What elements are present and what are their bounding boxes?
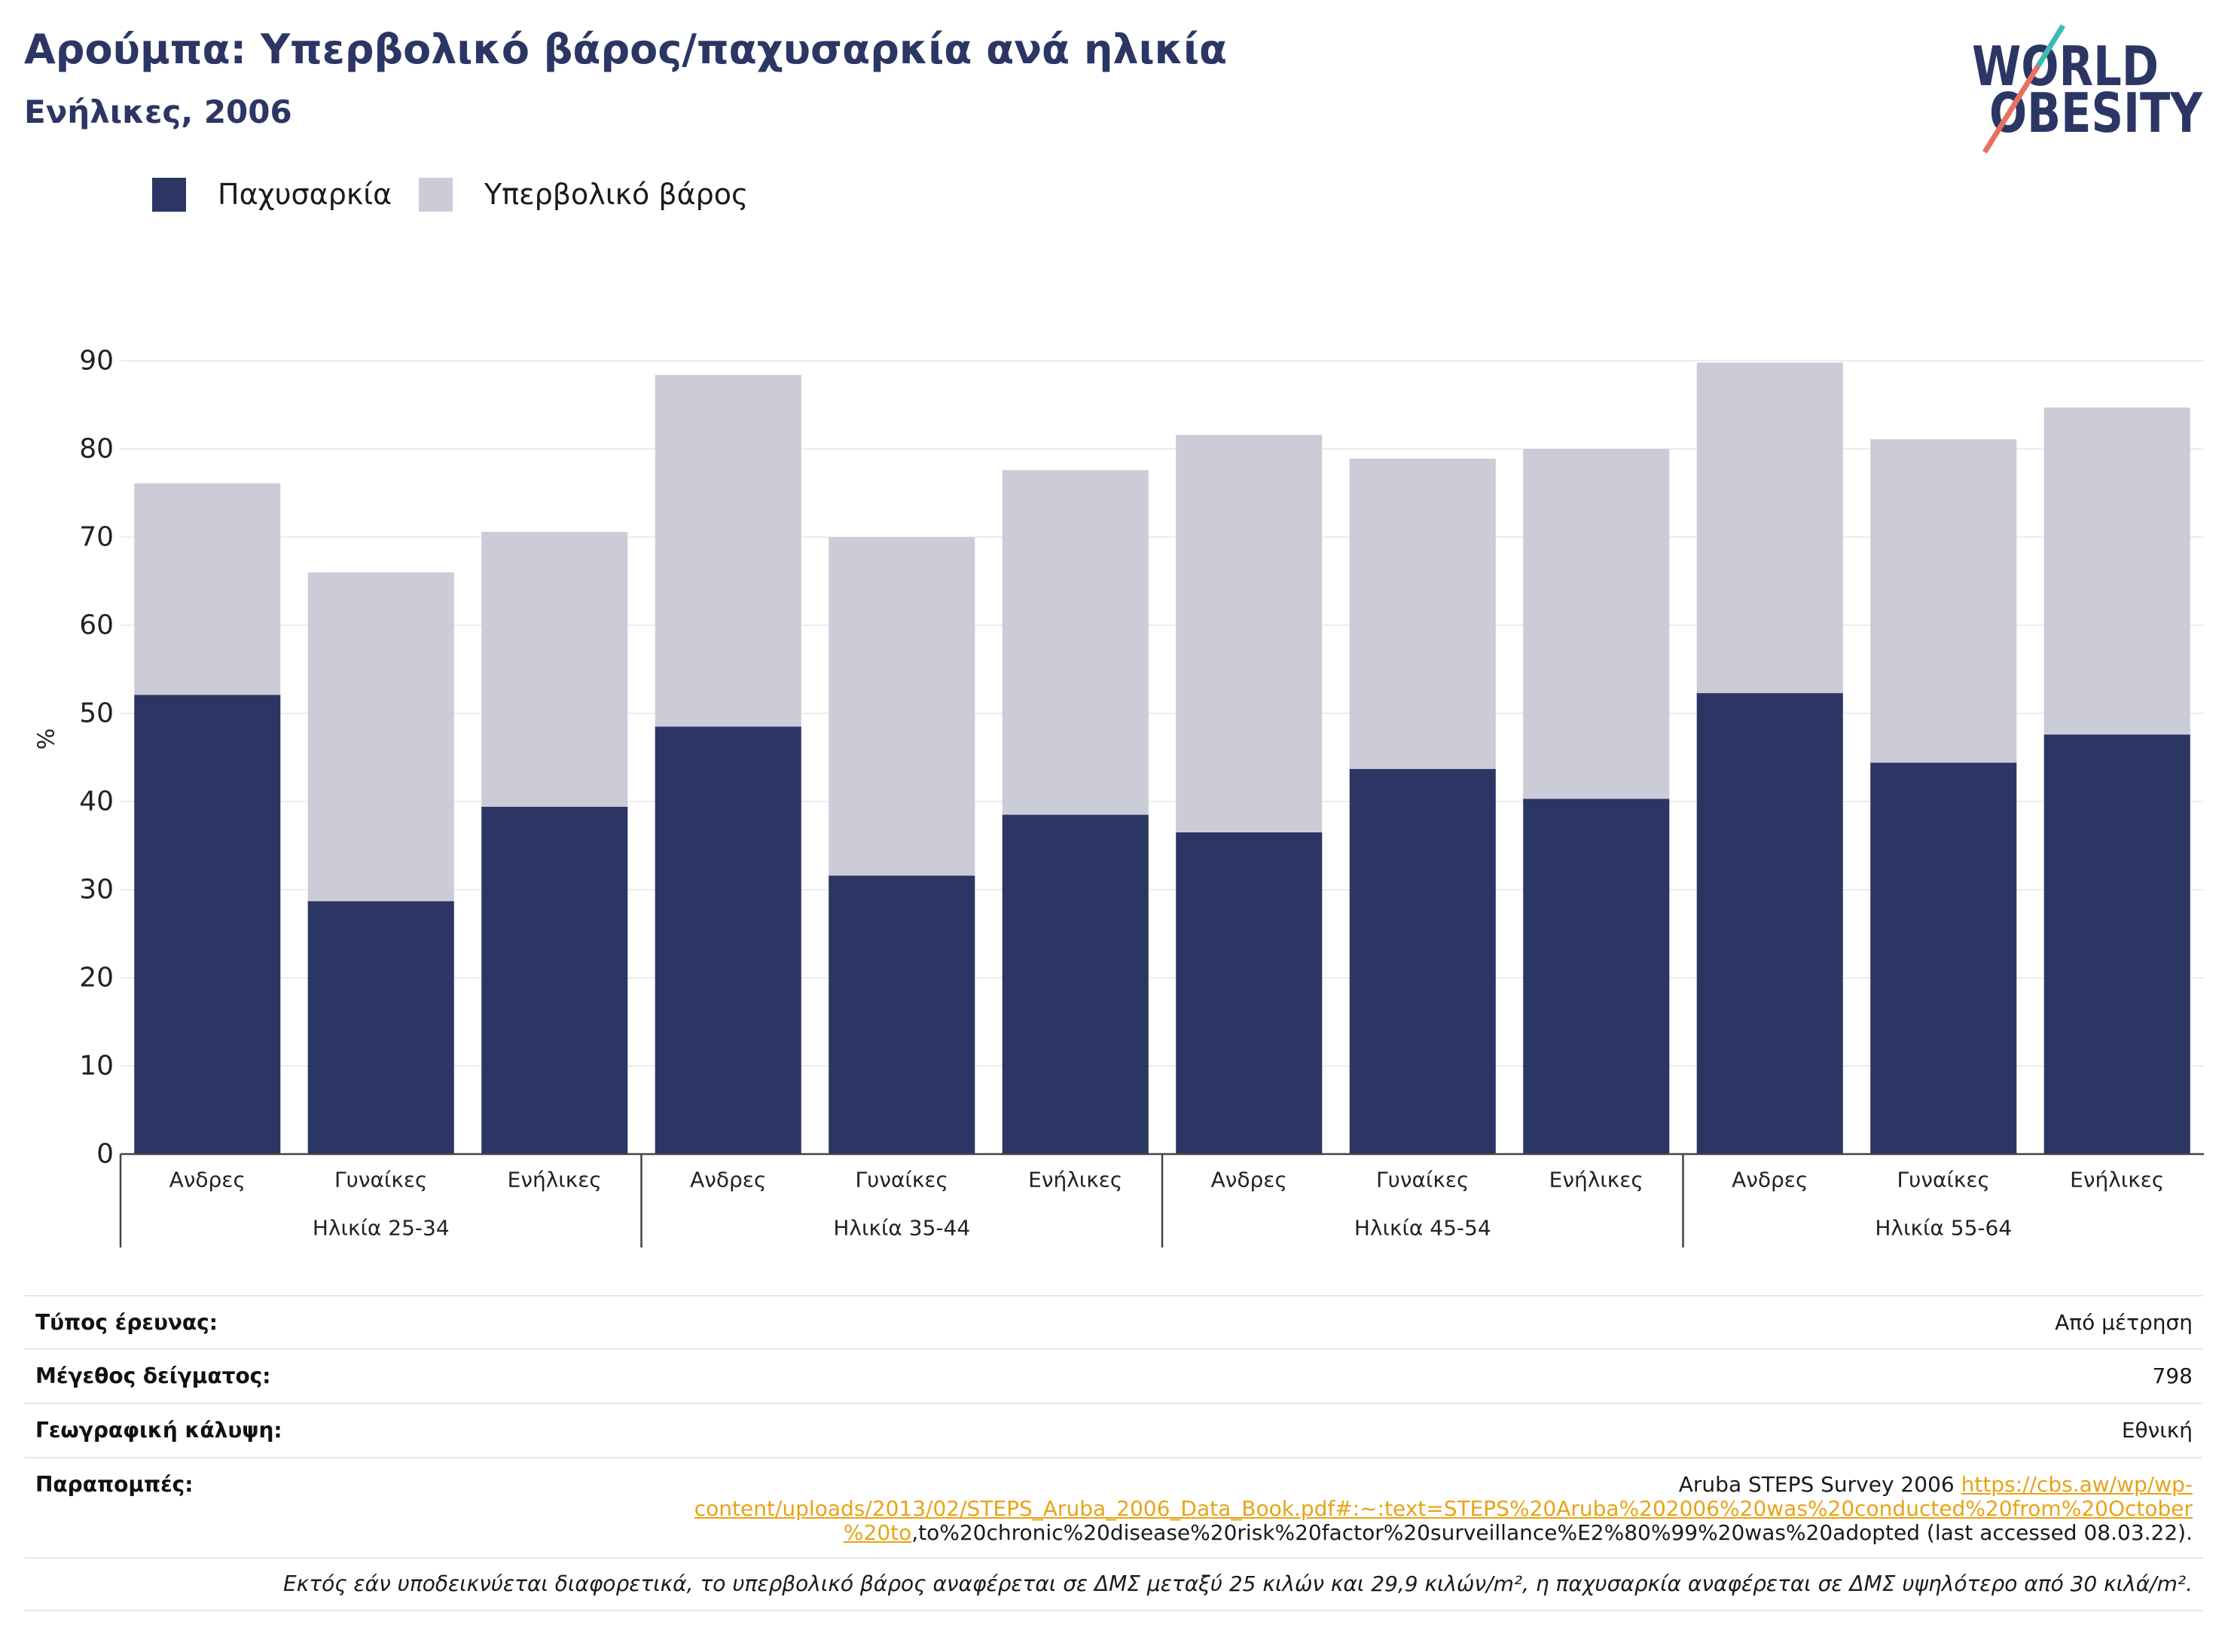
info-row-definition-note: Εκτός εάν υποδεικνύεται διαφορετικά, το … bbox=[24, 1559, 2202, 1611]
bar-overweight bbox=[1696, 362, 1843, 694]
y-tick-label: 90 bbox=[79, 346, 114, 377]
x-category-label: Γυναίκες bbox=[856, 1168, 948, 1192]
reference-link[interactable]: %20to bbox=[843, 1520, 912, 1545]
bar-overweight bbox=[134, 483, 281, 695]
x-group-label: Ηλικία 35-44 bbox=[833, 1216, 970, 1241]
bar-obesity bbox=[1696, 693, 1843, 1154]
references-label: Παραπομπές: bbox=[35, 1472, 194, 1497]
x-category-label: Ανδρες bbox=[169, 1168, 246, 1192]
world-obesity-logo: WORLD OBESITY bbox=[1972, 24, 2203, 154]
reference-source: Aruba STEPS Survey 2006 bbox=[1678, 1472, 1961, 1497]
info-row-sample-size: Μέγεθος δείγματος: 798 bbox=[24, 1350, 2202, 1404]
y-tick-label: 70 bbox=[79, 522, 114, 553]
legend-label-obesity: Παχυσαρκία bbox=[218, 178, 392, 211]
legend-swatch-obesity bbox=[152, 178, 186, 212]
sample-size-value: 798 bbox=[2152, 1363, 2193, 1388]
x-category-label: Γυναίκες bbox=[334, 1168, 427, 1192]
y-tick-label: 0 bbox=[96, 1139, 114, 1170]
bar-obesity bbox=[481, 807, 628, 1154]
y-tick-label: 10 bbox=[79, 1051, 114, 1082]
y-tick-label: 80 bbox=[79, 434, 114, 465]
x-category-label: Ανδρες bbox=[690, 1168, 766, 1192]
y-tick-label: 50 bbox=[79, 698, 114, 729]
bar-overweight bbox=[1870, 439, 2017, 763]
reference-link[interactable]: https://cbs.aw/wp/wp- bbox=[1961, 1472, 2193, 1497]
y-tick-label: 20 bbox=[79, 963, 114, 994]
logo-slash bbox=[1982, 24, 2065, 154]
bar-overweight bbox=[829, 537, 975, 876]
bar-obesity bbox=[2043, 734, 2190, 1154]
bar-obesity bbox=[134, 695, 281, 1154]
x-group-label: Ηλικία 25-34 bbox=[313, 1216, 450, 1241]
x-category-label: Ανδρες bbox=[1211, 1168, 1287, 1192]
x-category-label: Ενήλικες bbox=[508, 1168, 602, 1192]
x-category-label: Γυναίκες bbox=[1376, 1168, 1469, 1192]
legend-item-overweight: Υπερβολικό βάρος bbox=[419, 178, 748, 212]
reference-suffix: ,to%20chronic%20disease%20risk%20factor%… bbox=[911, 1520, 2193, 1545]
bar-obesity bbox=[1002, 814, 1149, 1154]
bar-obesity bbox=[307, 901, 454, 1154]
sample-size-label: Μέγεθος δείγματος: bbox=[35, 1363, 271, 1388]
bar-obesity bbox=[1523, 799, 1670, 1154]
page-title: Αρούμπα: Υπερβολικό βάρος/παχυσαρκία ανά… bbox=[24, 26, 1228, 73]
definition-note: Εκτός εάν υποδεικνύεται διαφορετικά, το … bbox=[283, 1571, 2193, 1596]
y-tick-label: 30 bbox=[79, 875, 114, 905]
geographic-coverage-value: Εθνική bbox=[2121, 1418, 2193, 1443]
references-line-2: content/uploads/2013/02/STEPS_Aruba_2006… bbox=[694, 1497, 2193, 1521]
legend-label-overweight: Υπερβολικό βάρος bbox=[484, 178, 749, 211]
bar-obesity bbox=[1176, 832, 1323, 1154]
x-category-label: Ενήλικες bbox=[1549, 1168, 1644, 1192]
bar-overweight bbox=[2043, 408, 2190, 735]
legend-item-obesity: Παχυσαρκία bbox=[152, 178, 392, 212]
bar-obesity bbox=[1349, 768, 1496, 1154]
bar-obesity bbox=[655, 726, 801, 1154]
y-tick-label: 40 bbox=[79, 786, 114, 817]
bar-overweight bbox=[655, 374, 801, 727]
reference-link[interactable]: content/uploads/2013/02/STEPS_Aruba_2006… bbox=[694, 1496, 2193, 1521]
info-table-top-border bbox=[24, 1295, 2202, 1296]
survey-type-label: Τύπος έρευνας: bbox=[35, 1309, 218, 1335]
x-category-label: Ενήλικες bbox=[1028, 1168, 1122, 1192]
bar-overweight bbox=[1349, 458, 1496, 769]
page-subtitle: Ενήλικες, 2006 bbox=[24, 93, 292, 130]
info-row-references: Παραπομπές: Aruba STEPS Survey 2006 http… bbox=[24, 1458, 2202, 1559]
x-group-label: Ηλικία 55-64 bbox=[1875, 1216, 2012, 1241]
bar-overweight bbox=[1176, 435, 1323, 832]
y-axis-title: % bbox=[34, 728, 60, 750]
geographic-coverage-label: Γεωγραφική κάλυψη: bbox=[35, 1418, 282, 1443]
y-tick-label: 60 bbox=[79, 610, 114, 641]
references-line-1: Aruba STEPS Survey 2006 https://cbs.aw/w… bbox=[694, 1473, 2193, 1497]
survey-type-value: Από μέτρηση bbox=[2055, 1309, 2193, 1335]
bar-overweight bbox=[481, 531, 628, 808]
stacked-bar-chart: 0 10 20 30 40 50 60 70 80 90 Ανδρες Γυναίκες Ενήλικε… bbox=[34, 346, 2204, 1247]
bar-overweight bbox=[1002, 470, 1149, 815]
bar-obesity bbox=[829, 875, 975, 1154]
references-text: Aruba STEPS Survey 2006 https://cbs.aw/w… bbox=[694, 1473, 2193, 1545]
bar-overweight bbox=[1523, 449, 1670, 799]
info-row-survey-type: Τύπος έρευνας: Από μέτρηση bbox=[24, 1296, 2202, 1350]
x-group-label: Ηλικία 45-54 bbox=[1354, 1216, 1491, 1241]
bar-obesity bbox=[1870, 762, 2017, 1154]
references-line-3: %20to,to%20chronic%20disease%20risk%20fa… bbox=[694, 1521, 2193, 1545]
legend-swatch-overweight bbox=[419, 178, 453, 212]
x-category-label: Ενήλικες bbox=[2070, 1168, 2164, 1192]
x-category-label: Γυναίκες bbox=[1897, 1168, 1990, 1192]
info-row-geographic-coverage: Γεωγραφική κάλυψη: Εθνική bbox=[24, 1404, 2202, 1458]
logo-word-world: WORLD bbox=[1972, 35, 2159, 98]
x-category-label: Ανδρες bbox=[1732, 1168, 1808, 1192]
bar-overweight bbox=[307, 572, 454, 902]
